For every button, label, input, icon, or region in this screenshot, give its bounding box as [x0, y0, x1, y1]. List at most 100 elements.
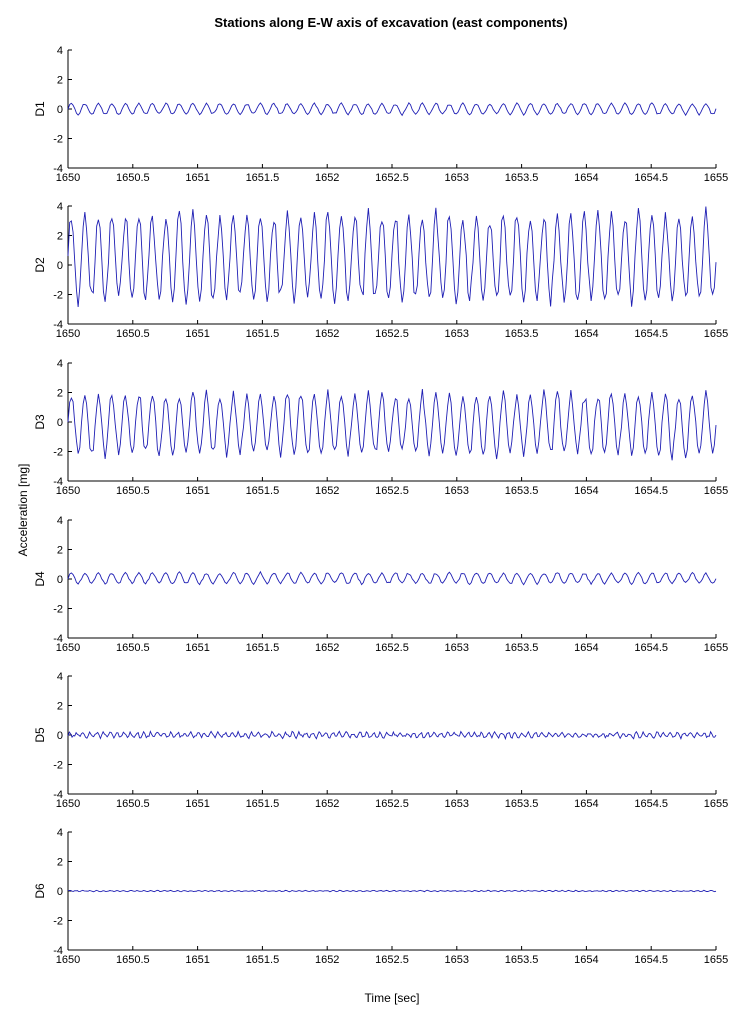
x-tick-label: 1650: [56, 954, 80, 966]
station-label: D3: [33, 414, 47, 430]
y-tick-label: -4: [53, 945, 63, 957]
y-axis-label: Acceleration [mg]: [16, 464, 30, 557]
x-tick-label: 1651.5: [246, 798, 280, 810]
y-tick-label: -2: [53, 290, 63, 302]
x-tick-label: 1653.5: [505, 172, 539, 184]
x-tick-label: 1650.5: [116, 642, 150, 654]
x-tick-label: 1651: [185, 485, 209, 497]
y-tick-label: -2: [53, 447, 63, 459]
y-tick-label: 0: [57, 886, 63, 898]
x-tick-label: 1654.5: [634, 485, 668, 497]
x-tick-label: 1651: [185, 642, 209, 654]
y-tick-label: -2: [53, 604, 63, 616]
signal-line-d5: [67, 730, 717, 741]
x-tick-label: 1651: [185, 954, 209, 966]
x-tick-label: 1652.5: [375, 485, 409, 497]
x-tick-label: 1654.5: [634, 642, 668, 654]
y-tick-label: -2: [53, 916, 63, 928]
x-tick-label: 1655: [704, 172, 728, 184]
x-tick-label: 1652.5: [375, 798, 409, 810]
x-tick-label: 1653: [445, 642, 469, 654]
y-tick-label: 4: [57, 201, 63, 213]
signal-line-d2: [67, 206, 717, 307]
x-tick-label: 1654.5: [634, 172, 668, 184]
x-tick-label: 1653: [445, 954, 469, 966]
x-tick-label: 1650: [56, 328, 80, 340]
x-tick-label: 1653.5: [505, 485, 539, 497]
x-tick-label: 1655: [704, 954, 728, 966]
x-tick-label: 1654.5: [634, 328, 668, 340]
signal-line-d4: [67, 570, 717, 586]
x-tick-label: 1653.5: [505, 798, 539, 810]
y-tick-label: 0: [57, 260, 63, 272]
x-tick-label: 1652: [315, 328, 339, 340]
x-tick-label: 1654: [574, 328, 598, 340]
x-tick-label: 1655: [704, 642, 728, 654]
station-label: D5: [33, 727, 47, 743]
station-label: D2: [33, 257, 47, 273]
x-tick-label: 1651.5: [246, 485, 280, 497]
y-tick-label: -4: [53, 319, 63, 331]
x-tick-label: 1652: [315, 954, 339, 966]
x-tick-label: 1652: [315, 485, 339, 497]
x-tick-label: 1651.5: [246, 328, 280, 340]
x-tick-label: 1654.5: [634, 798, 668, 810]
x-tick-label: 1655: [704, 328, 728, 340]
x-tick-label: 1653: [445, 328, 469, 340]
y-tick-label: 0: [57, 730, 63, 742]
x-tick-label: 1651: [185, 798, 209, 810]
x-tick-label: 1651: [185, 172, 209, 184]
x-tick-label: 1652: [315, 172, 339, 184]
x-tick-label: 1650.5: [116, 485, 150, 497]
y-tick-label: 2: [57, 75, 63, 87]
x-tick-label: 1650.5: [116, 954, 150, 966]
x-tick-label: 1655: [704, 798, 728, 810]
x-tick-label: 1654: [574, 485, 598, 497]
x-tick-label: 1652.5: [375, 642, 409, 654]
y-tick-label: -2: [53, 760, 63, 772]
y-tick-label: 4: [57, 45, 63, 57]
y-tick-label: 4: [57, 671, 63, 683]
x-tick-label: 1652: [315, 642, 339, 654]
station-label: D6: [33, 883, 47, 899]
x-tick-label: 1652.5: [375, 172, 409, 184]
x-tick-label: 1653: [445, 485, 469, 497]
y-tick-label: 0: [57, 574, 63, 586]
x-tick-label: 1654.5: [634, 954, 668, 966]
x-tick-label: 1650: [56, 798, 80, 810]
y-tick-label: 2: [57, 231, 63, 243]
x-tick-label: 1652: [315, 798, 339, 810]
x-tick-label: 1651.5: [246, 642, 280, 654]
y-tick-label: -4: [53, 163, 63, 175]
station-label: D1: [33, 101, 47, 117]
x-tick-label: 1650: [56, 172, 80, 184]
x-tick-label: 1650: [56, 642, 80, 654]
x-tick-label: 1650: [56, 485, 80, 497]
x-tick-label: 1653.5: [505, 954, 539, 966]
x-tick-label: 1653: [445, 172, 469, 184]
x-tick-label: 1653: [445, 798, 469, 810]
x-tick-label: 1650.5: [116, 172, 150, 184]
x-tick-label: 1654: [574, 172, 598, 184]
y-tick-label: 2: [57, 545, 63, 557]
figure-title: Stations along E-W axis of excavation (e…: [214, 15, 567, 30]
x-tick-label: 1651.5: [246, 954, 280, 966]
signal-line-d6: [67, 889, 717, 893]
signal-line-d3: [67, 389, 717, 461]
x-tick-label: 1653.5: [505, 328, 539, 340]
y-tick-label: 0: [57, 417, 63, 429]
x-tick-label: 1654: [574, 954, 598, 966]
x-tick-label: 1653.5: [505, 642, 539, 654]
y-tick-label: -2: [53, 134, 63, 146]
y-tick-label: 0: [57, 104, 63, 116]
y-tick-label: 4: [57, 515, 63, 527]
y-tick-label: 2: [57, 388, 63, 400]
y-tick-label: -4: [53, 476, 63, 488]
y-tick-label: -4: [53, 789, 63, 801]
